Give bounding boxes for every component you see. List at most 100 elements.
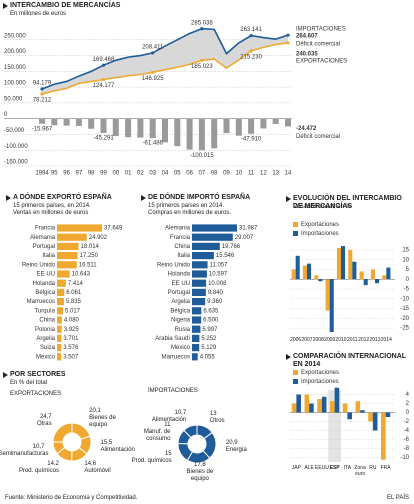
y-tick-label: 15 (402, 248, 409, 254)
segment-label: 20,1 Bienes de equipo (89, 408, 135, 429)
title-bullet (3, 3, 8, 9)
bar (334, 387, 340, 413)
value-label: 3.701 (63, 336, 79, 342)
legend-label: Exportaciones (301, 222, 339, 228)
bar (348, 249, 353, 280)
y-tick-label: 5 (406, 267, 410, 273)
x-tick-label: 98 (88, 171, 95, 177)
point (249, 34, 253, 38)
segment-label: 10,7 Alimentación (140, 410, 186, 424)
legend-swatch (293, 379, 298, 384)
bar (342, 403, 348, 413)
segment-value: 14,2 (47, 460, 59, 467)
bar (211, 118, 218, 149)
segment-label: 14,2 Prod. químicos (13, 461, 59, 475)
point (286, 41, 290, 45)
end-label: 240.035 (296, 52, 318, 58)
value-label: 185.023 (191, 64, 213, 70)
x-tick-label: RU (369, 465, 377, 471)
bar (318, 279, 323, 282)
value-label: 5.997 (202, 327, 218, 333)
bar (370, 269, 375, 280)
x-tick-label: 07 (199, 171, 206, 177)
category-label: Portugal (33, 244, 55, 250)
x-tick-label: 97 (76, 171, 83, 177)
chart-subtitle: Compras en millones de euros. (148, 210, 232, 216)
value-label: -15.967 (32, 126, 53, 132)
value-label: 5.129 (201, 345, 217, 351)
segment-label: 11 Manuf. de consumo (125, 422, 171, 443)
bar (57, 261, 77, 269)
value-label: 5.017 (65, 308, 81, 314)
credit: EL PAÍS (386, 495, 409, 501)
title-bullet (6, 195, 11, 201)
value-label: -100.015 (190, 153, 214, 159)
y-tick-label: -4 (404, 428, 410, 434)
chart-subtitle: Variación anual, en % (293, 204, 351, 210)
category-label: Alemania (30, 235, 56, 241)
bar (39, 118, 45, 124)
value-label: 37.649 (104, 226, 123, 232)
bar (192, 288, 206, 296)
value-label: 19.766 (222, 244, 241, 250)
bar (192, 344, 200, 352)
bar (192, 242, 220, 250)
bar (382, 275, 387, 280)
category-label: Alemania (165, 226, 191, 232)
panel-title: EXPORTACIONES (10, 391, 62, 397)
bar (57, 298, 64, 306)
chart-subtitle: 15 primeros países, en 2014. (13, 203, 91, 209)
bar (57, 334, 62, 342)
y-tick-label: -10 (400, 455, 409, 461)
bar (368, 412, 373, 422)
y-tick-label: -100.000 (4, 144, 28, 150)
segment-name: Otros (209, 418, 225, 425)
point (101, 63, 106, 67)
segment-value: 11 (164, 421, 171, 428)
category-label: Marruecos (27, 299, 55, 305)
value-label: 16.511 (79, 262, 98, 268)
donut-segment (52, 422, 73, 443)
bar (325, 279, 330, 311)
segment-label: 20,9 Energía (226, 440, 272, 454)
segment-value: 10,7 (32, 444, 45, 451)
segment-label: 24,7 Otras (6, 414, 52, 428)
title-bullet (141, 195, 146, 201)
legend-label: Importaciones (301, 379, 339, 385)
x-tick-label: 00 (112, 171, 119, 177)
x-tick-label: 13 (272, 171, 279, 177)
x-tick-label: FRA (380, 465, 391, 471)
bar (192, 334, 200, 342)
y-tick-label: -50.000 (4, 128, 25, 134)
segment-name: Automóvil (84, 468, 111, 475)
category-label: México (36, 354, 56, 360)
x-tick-label: ITA (343, 465, 352, 471)
category-label: Reino Unido (157, 262, 191, 268)
segment-name: Manuf. de consumo (143, 428, 171, 442)
value-label: 3.507 (63, 354, 79, 360)
bar (57, 325, 62, 333)
bar (162, 118, 168, 143)
x-tick-label: 2009 (324, 337, 336, 343)
x-tick-label: 95 (51, 171, 58, 177)
segment-name: Alimentación (100, 447, 135, 454)
y-tick-label: 0 (4, 112, 8, 118)
x-tick-label: 96 (63, 171, 70, 177)
y-tick-label: 100.000 (4, 81, 26, 87)
x-tick-label: 2007 (301, 337, 313, 343)
bar (192, 353, 198, 361)
category-label: Nigeria (171, 318, 191, 324)
bar (223, 118, 230, 134)
category-label: Italia (42, 253, 55, 259)
y-tick-label: 4 (406, 392, 410, 398)
segment-name: Prod. químicos (18, 467, 59, 474)
value-label: 18.014 (81, 244, 100, 250)
y-tick-label: 200.000 (4, 49, 26, 55)
value-label: 263.141 (240, 27, 262, 33)
chart-title: DE DÓNDE IMPORTÓ ESPAÑA (148, 194, 251, 201)
bar (57, 279, 66, 287)
bar (352, 261, 357, 280)
category-label: Holanda (168, 272, 191, 278)
value-label: 10.008 (208, 281, 227, 287)
category-label: Polonia (35, 327, 56, 333)
